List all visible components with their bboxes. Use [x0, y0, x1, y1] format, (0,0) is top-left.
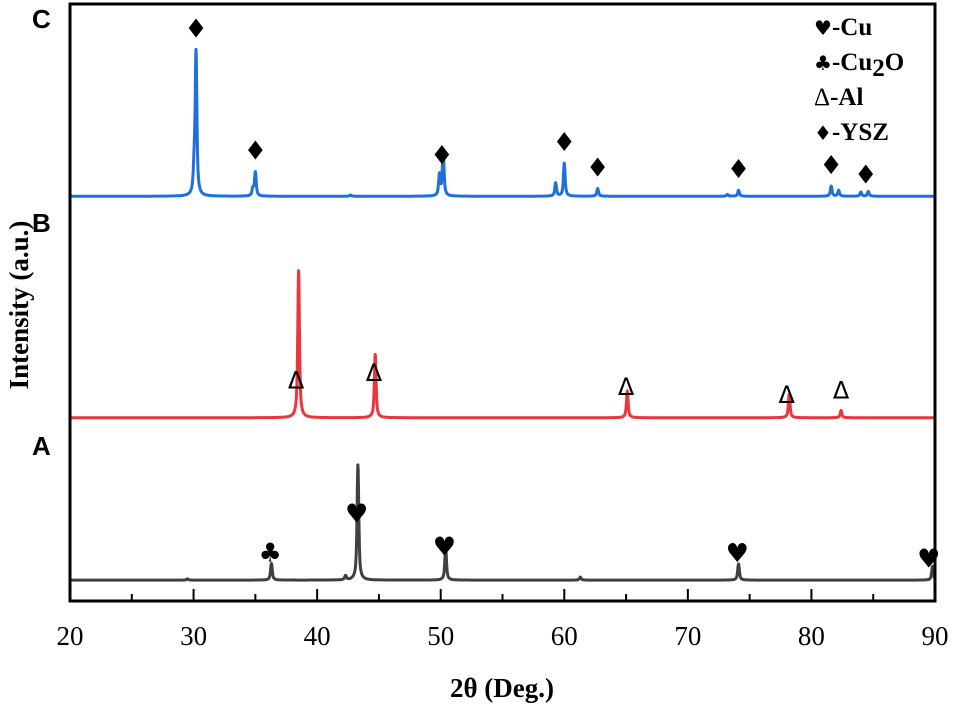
x-tick-label: 70 — [674, 621, 701, 651]
series-line-a — [68, 463, 937, 582]
peak-marker: Δ — [366, 359, 383, 387]
series-layer — [68, 47, 937, 582]
peak-marker: ♦ — [820, 151, 843, 181]
series-line-b — [68, 269, 937, 420]
peak-marker: ♦ — [244, 136, 267, 166]
peak-marker: ♥ — [726, 539, 749, 569]
peak-marker: ♦ — [184, 14, 207, 44]
peak-marker: Δ — [618, 373, 635, 401]
x-tick-label: 60 — [551, 621, 578, 651]
panel-label-a: A — [32, 431, 51, 461]
x-axis: 20 30 40 50 60 70 80 90 — [57, 589, 949, 651]
x-tick-label: 40 — [304, 621, 331, 651]
peak-marker: ♥ — [345, 500, 368, 530]
marker-layer: ♣ ♥ ♥ ♥ ♥ Δ Δ Δ Δ Δ ♦ ♦ ♦ ♦ ♦ ♦ ♦ ♦ — [184, 14, 940, 574]
peak-marker: Δ — [833, 377, 850, 405]
x-tick-label: 20 — [57, 621, 84, 651]
peak-marker: ♥ — [433, 532, 456, 562]
legend-entry: ♥-Cu — [814, 14, 872, 41]
peak-marker: ♦ — [727, 155, 750, 185]
panel-label-c: C — [32, 4, 51, 34]
y-axis-title: Intensity (a.u.) — [4, 221, 34, 390]
legend-entry: ♣-Cu2O — [814, 49, 904, 82]
peak-marker: ♣ — [259, 539, 282, 569]
panel-label-b: B — [32, 208, 51, 238]
x-axis-title: 2θ (Deg.) — [450, 673, 554, 703]
peak-marker: ♦ — [553, 128, 576, 158]
legend-entry: Δ-Al — [814, 84, 863, 111]
peak-marker: ♥ — [917, 544, 940, 574]
peak-marker: ♦ — [430, 141, 453, 171]
series-line-c — [68, 47, 937, 198]
x-tick-label: 90 — [922, 621, 949, 651]
peak-marker: Δ — [779, 381, 796, 409]
peak-marker: ♦ — [854, 161, 877, 191]
x-tick-label: 80 — [798, 621, 825, 651]
legend-entry: ♦-YSZ — [814, 119, 889, 146]
peak-marker: ♦ — [586, 153, 609, 183]
x-tick-label: 30 — [180, 621, 207, 651]
plot-frame — [68, 2, 937, 603]
x-tick-label: 50 — [427, 621, 454, 651]
peak-marker: Δ — [288, 366, 305, 394]
